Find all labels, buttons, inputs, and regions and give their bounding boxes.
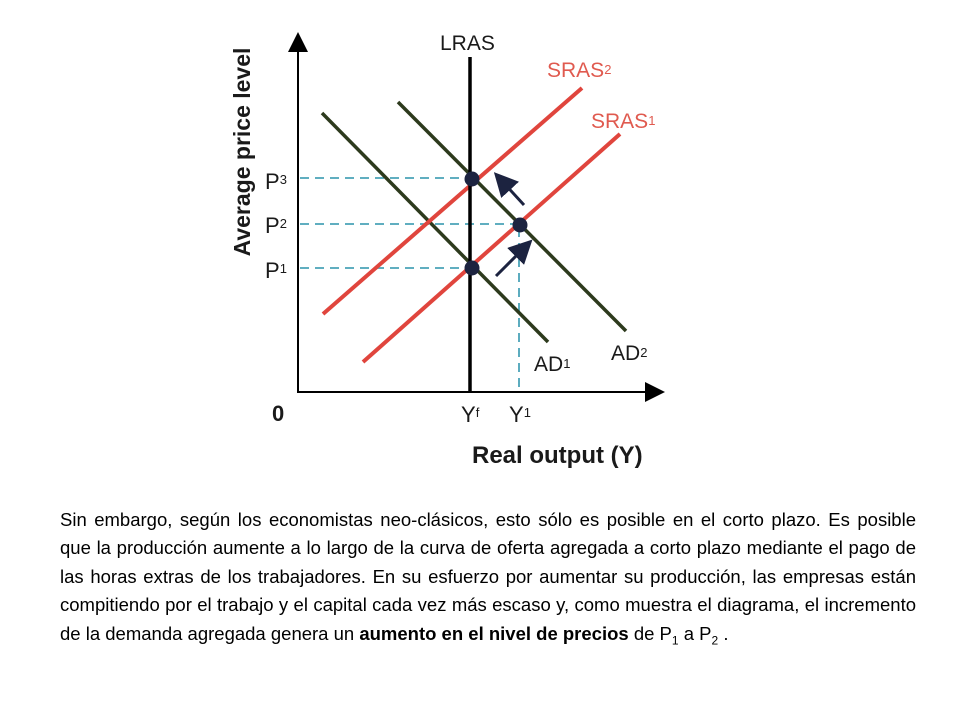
sras2-curve (321, 86, 584, 316)
economics-diagram: Average price level P3 P2 P1 0 Yf Y1 Rea… (229, 32, 665, 469)
equilibrium-point-p3 (464, 171, 480, 187)
lras-label: LRAS (440, 32, 495, 55)
sras1-curve (361, 132, 622, 364)
ad1-curve (320, 111, 550, 344)
paragraph-text-a: a P (678, 622, 712, 644)
paragraph-text-end: . (718, 622, 729, 644)
ad2-curve (396, 100, 628, 333)
explanation-paragraph: Sin embargo, según los economistas neo-c… (60, 506, 916, 655)
p3-label: P3 (265, 169, 287, 194)
paragraph-bold-text: aumento en el nivel de precios (359, 622, 629, 644)
origin-label: 0 (272, 401, 284, 426)
equilibrium-point-p2 (512, 217, 528, 233)
subscript-2: 2 (711, 633, 719, 648)
arrow-up-right (494, 239, 533, 278)
equilibrium-point-p1 (464, 260, 480, 276)
y1-label: Y1 (509, 402, 531, 427)
sras1-label: SRAS1 (591, 110, 655, 133)
p2-label: P2 (265, 213, 287, 238)
x-axis-label: Real output (Y) (472, 442, 643, 469)
paragraph-text: Sin embargo, según los economistas neo-c… (60, 509, 916, 644)
paragraph-text-p: de P (628, 622, 672, 644)
sras2-label: SRAS2 (547, 59, 611, 82)
p1-label: P1 (265, 258, 287, 283)
ad1-label: AD1 (534, 353, 570, 376)
yf-label: Yf (461, 402, 480, 427)
ad2-label: AD2 (611, 342, 647, 365)
y-axis-label: Average price level (229, 48, 255, 257)
arrow-up-left (493, 172, 526, 207)
subscript-1: 1 (671, 633, 679, 648)
